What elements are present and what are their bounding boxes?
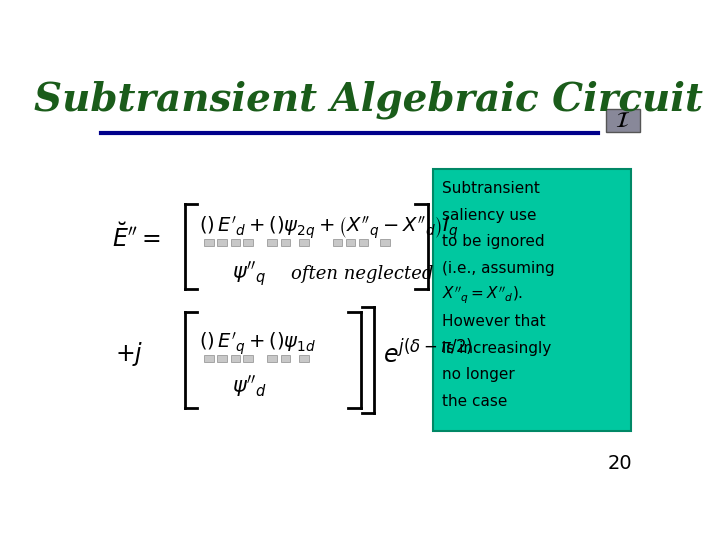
Text: $+j$: $+j$	[115, 340, 143, 368]
Text: $\mathcal{I}$: $\mathcal{I}$	[616, 111, 631, 131]
Text: $( )\,E'_d + ( )\psi_{2q} + \left(X''_q - X''_d\right)I_q$: $( )\,E'_d + ( )\psi_{2q} + \left(X''_q …	[199, 214, 458, 241]
Text: $( )\,E'_q + ( )\psi_{1d}$: $( )\,E'_q + ( )\psi_{1d}$	[199, 331, 316, 357]
FancyBboxPatch shape	[204, 355, 214, 362]
FancyBboxPatch shape	[300, 239, 309, 246]
Text: 20: 20	[608, 455, 632, 474]
FancyBboxPatch shape	[333, 239, 342, 246]
FancyBboxPatch shape	[380, 239, 390, 246]
FancyBboxPatch shape	[230, 239, 240, 246]
FancyBboxPatch shape	[359, 239, 369, 246]
Text: $\psi''_q$: $\psi''_q$	[233, 260, 266, 288]
Text: Subtransient Algebraic Circuit: Subtransient Algebraic Circuit	[35, 81, 703, 119]
Text: $\breve{E}'' =$: $\breve{E}'' =$	[112, 223, 161, 252]
Text: $X''_q=X''_d$).: $X''_q=X''_d$).	[441, 285, 523, 306]
Text: is increasingly: is increasingly	[441, 341, 551, 356]
Text: saliency use: saliency use	[441, 208, 536, 223]
FancyBboxPatch shape	[230, 355, 240, 362]
Text: no longer: no longer	[441, 368, 514, 382]
Text: (i.e., assuming: (i.e., assuming	[441, 261, 554, 276]
FancyBboxPatch shape	[217, 355, 227, 362]
FancyBboxPatch shape	[346, 239, 355, 246]
Text: $e^{j(\delta - \pi/2)}$: $e^{j(\delta - \pi/2)}$	[383, 340, 472, 368]
Text: However that: However that	[441, 314, 545, 329]
Text: $\psi''_d$: $\psi''_d$	[233, 373, 267, 399]
Text: often neglected: often neglected	[291, 265, 433, 283]
Text: to be ignored: to be ignored	[441, 234, 544, 249]
FancyBboxPatch shape	[281, 239, 290, 246]
FancyBboxPatch shape	[267, 239, 277, 246]
FancyBboxPatch shape	[217, 239, 227, 246]
FancyBboxPatch shape	[300, 355, 309, 362]
FancyBboxPatch shape	[243, 239, 253, 246]
FancyBboxPatch shape	[281, 355, 290, 362]
FancyBboxPatch shape	[243, 355, 253, 362]
Text: the case: the case	[441, 394, 507, 409]
FancyBboxPatch shape	[267, 355, 277, 362]
FancyBboxPatch shape	[204, 239, 214, 246]
FancyBboxPatch shape	[606, 109, 639, 132]
FancyBboxPatch shape	[433, 168, 631, 431]
Text: Subtransient: Subtransient	[441, 181, 539, 196]
